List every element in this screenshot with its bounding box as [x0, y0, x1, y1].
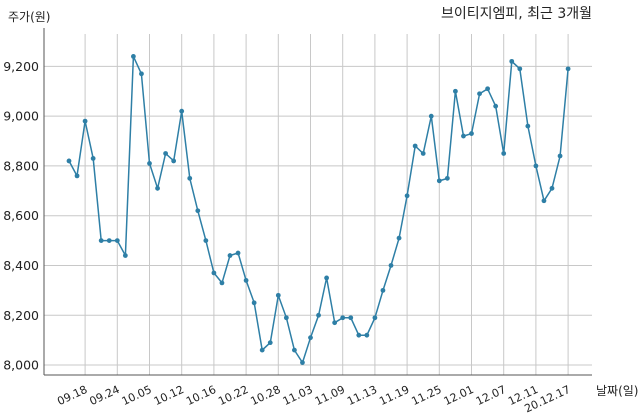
price-point [227, 253, 233, 258]
price-point [388, 263, 394, 268]
price-point [428, 113, 434, 119]
chart-title: 브이티지엠피, 최근 3개월 [441, 6, 592, 22]
price-point [98, 238, 104, 243]
price-point [356, 332, 362, 338]
price-point [235, 250, 241, 256]
x-tick-label: 10.22 [216, 383, 250, 408]
x-tick-label: 12.07 [474, 383, 508, 408]
price-point [219, 280, 225, 286]
x-tick-label: 09.24 [88, 383, 122, 408]
price-point [340, 315, 346, 321]
x-tick-labels: 09.1809.2410.0510.1210.1610.2210.2811.03… [55, 383, 572, 415]
price-point [90, 156, 96, 161]
price-point [565, 66, 571, 72]
x-tick-label: 11.03 [281, 383, 315, 408]
price-point [525, 123, 531, 129]
price-point [211, 270, 217, 276]
price-point [533, 163, 539, 169]
price-point [203, 238, 209, 243]
price-point [300, 360, 305, 365]
price-point [292, 347, 297, 353]
price-point [477, 91, 482, 97]
price-point [324, 275, 329, 281]
price-point [283, 315, 289, 321]
price-point [396, 235, 402, 241]
price-point [267, 340, 273, 346]
grid-lines [44, 34, 592, 375]
price-point [251, 300, 257, 306]
price-point [187, 175, 193, 181]
price-point [66, 158, 72, 164]
price-point [275, 292, 281, 298]
y-tick-label: 8,600 [3, 208, 39, 223]
price-point [404, 193, 410, 199]
y-tick-label: 8,200 [3, 308, 39, 323]
price-point [364, 332, 370, 338]
price-point [557, 153, 563, 159]
price-point [444, 175, 450, 181]
y-axis-label: 주가(원) [8, 10, 50, 24]
y-tick-labels: 8,000 8,200 8,400 8,600 8,800 9,000 9,200 [3, 59, 39, 373]
x-tick-label: 11.19 [377, 383, 411, 408]
y-tick-label: 8,800 [3, 158, 39, 173]
price-point [380, 287, 386, 293]
y-tick-label: 8,400 [3, 258, 39, 273]
axis-frame [43, 28, 592, 376]
price-point [139, 71, 144, 77]
price-point [122, 253, 128, 258]
price-point [243, 278, 249, 283]
price-point [420, 151, 426, 156]
x-tick-label: 10.12 [152, 383, 186, 408]
price-point [106, 238, 112, 243]
x-tick-label: 11.25 [410, 383, 444, 408]
price-point [195, 208, 201, 214]
price-point [453, 88, 458, 94]
price-point [485, 86, 490, 92]
price-point [171, 158, 177, 164]
price-point [147, 161, 152, 166]
y-tick-label: 9,000 [3, 109, 39, 124]
price-point [332, 320, 338, 326]
price-point [131, 54, 136, 59]
price-points [66, 54, 571, 365]
price-point [436, 178, 442, 184]
x-tick-label: 11.09 [313, 383, 347, 408]
x-tick-label: 10.16 [184, 383, 218, 408]
price-point [517, 66, 523, 72]
price-point [412, 143, 418, 149]
price-point [541, 198, 547, 204]
x-tick-label: 09.18 [55, 383, 89, 408]
price-point [308, 335, 313, 341]
price-point [82, 118, 88, 124]
price-point [501, 151, 507, 156]
price-point [549, 185, 555, 191]
x-tick-label: 10.05 [120, 383, 154, 408]
price-point [155, 185, 160, 191]
price-point [74, 173, 80, 179]
price-point [509, 58, 515, 64]
x-tick-label: 12.01 [442, 383, 476, 408]
price-point [259, 347, 265, 353]
price-point [316, 312, 321, 318]
price-point [461, 133, 466, 139]
price-point [163, 151, 169, 156]
x-tick-label: 10.28 [249, 383, 283, 408]
x-axis-label: 날짜(일) [596, 384, 638, 398]
price-point [469, 131, 474, 136]
price-point [179, 108, 185, 114]
price-point [348, 315, 354, 321]
x-tick-label: 11.13 [345, 383, 379, 408]
y-tick-label: 8,000 [3, 358, 39, 373]
price-point [372, 315, 378, 321]
y-tick-label: 9,200 [3, 59, 39, 74]
price-point [114, 238, 120, 243]
price-point [493, 103, 499, 109]
